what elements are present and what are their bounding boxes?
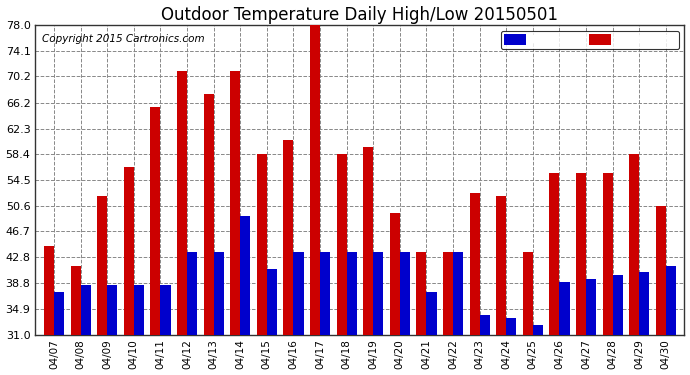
Bar — [453, 252, 463, 335]
Bar — [639, 272, 649, 335]
Bar — [284, 140, 293, 335]
Bar — [506, 318, 516, 335]
Bar — [533, 325, 543, 335]
Bar — [469, 193, 480, 335]
Text: Copyright 2015 Cartronics.com: Copyright 2015 Cartronics.com — [42, 34, 204, 44]
Bar — [310, 25, 320, 335]
Bar — [426, 292, 437, 335]
Bar — [443, 252, 453, 335]
Bar — [124, 167, 134, 335]
Bar — [416, 252, 426, 335]
Bar — [363, 147, 373, 335]
Bar — [560, 282, 569, 335]
Bar — [613, 275, 623, 335]
Bar — [390, 213, 400, 335]
Bar — [230, 71, 240, 335]
Bar — [97, 196, 107, 335]
Bar — [134, 285, 144, 335]
Bar — [214, 252, 224, 335]
Bar — [523, 252, 533, 335]
Bar — [373, 252, 384, 335]
Bar — [150, 108, 161, 335]
Bar — [54, 292, 64, 335]
Bar — [480, 315, 490, 335]
Bar — [204, 94, 214, 335]
Bar — [293, 252, 304, 335]
Bar — [576, 173, 586, 335]
Bar — [44, 246, 54, 335]
Bar — [629, 153, 639, 335]
Bar — [187, 252, 197, 335]
Bar — [81, 285, 91, 335]
Legend: Low  (°F), High  (°F): Low (°F), High (°F) — [501, 31, 679, 49]
Bar — [320, 252, 330, 335]
Bar — [70, 266, 81, 335]
Bar — [586, 279, 596, 335]
Bar — [346, 252, 357, 335]
Bar — [177, 71, 187, 335]
Bar — [602, 173, 613, 335]
Bar — [496, 196, 506, 335]
Bar — [656, 206, 666, 335]
Bar — [161, 285, 170, 335]
Bar — [107, 285, 117, 335]
Bar — [240, 216, 250, 335]
Bar — [666, 266, 676, 335]
Bar — [400, 252, 410, 335]
Bar — [257, 153, 267, 335]
Bar — [267, 269, 277, 335]
Title: Outdoor Temperature Daily High/Low 20150501: Outdoor Temperature Daily High/Low 20150… — [161, 6, 558, 24]
Bar — [549, 173, 560, 335]
Bar — [337, 153, 346, 335]
